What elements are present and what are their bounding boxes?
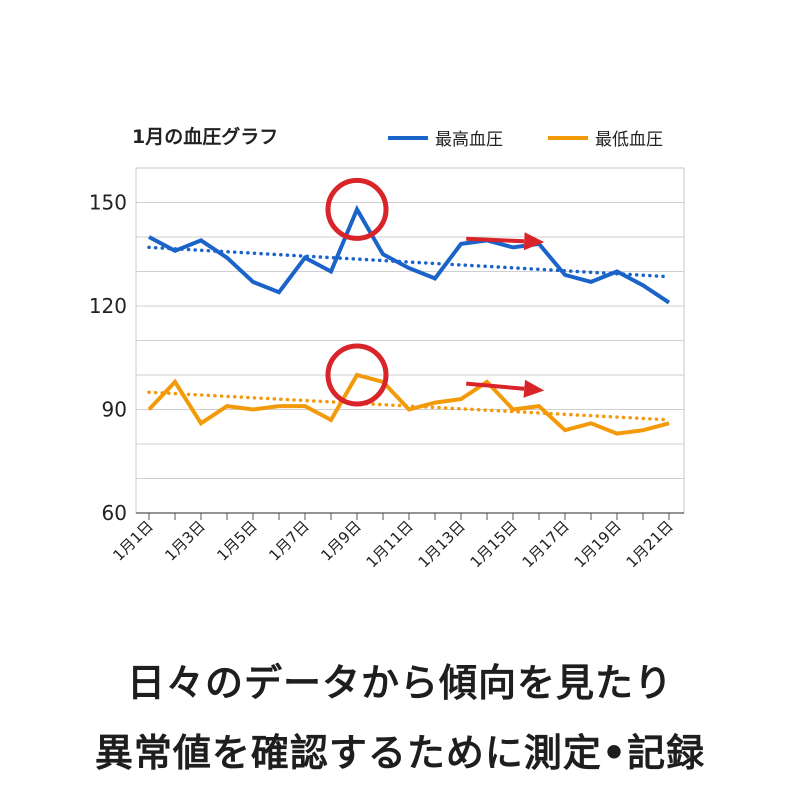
x-tick-label: 1月15日 — [467, 517, 521, 571]
series-lines — [147, 204, 671, 436]
annotations — [325, 177, 545, 407]
legend-label-systolic: 最高血圧 — [435, 130, 503, 150]
x-tick-label: 1月17日 — [519, 517, 573, 571]
trend-arrowhead-1 — [523, 379, 545, 398]
y-tick-label: 120 — [89, 294, 127, 318]
trend-arrow-0 — [466, 236, 525, 244]
x-tick-label: 1月7日 — [265, 517, 312, 564]
y-tick-label: 60 — [102, 501, 127, 525]
y-tick-label: 90 — [102, 398, 127, 422]
chart-title: 1月の血圧グラフ — [132, 125, 278, 148]
highlight-circle-0 — [325, 177, 389, 241]
x-tick-label: 1月19日 — [571, 517, 625, 571]
trendline-0 — [147, 245, 671, 279]
x-tick-label: 1月9日 — [317, 517, 364, 564]
caption-line-1: 日々のデータから傾向を見たり — [126, 661, 673, 705]
caption-line-2: 異常値を確認するために測定•記録 — [94, 731, 706, 775]
x-tick-label: 1月13日 — [415, 517, 469, 571]
trendlines — [147, 245, 671, 422]
x-tick-label: 1月5日 — [213, 517, 260, 564]
x-tick-label: 1月21日 — [623, 517, 677, 571]
blood-pressure-chart: 60 90 120 150 1月1日 1月3日 1月5日 1月7日 1月9日 1月11日 1月13日… — [89, 125, 685, 571]
y-tick-label: 150 — [89, 191, 127, 215]
trend-arrow-1 — [466, 381, 525, 391]
x-tick-label: 1月11日 — [363, 517, 417, 571]
trendline-1 — [147, 390, 671, 422]
legend-label-diastolic: 最低血圧 — [595, 130, 663, 150]
highlight-circle-1 — [325, 343, 389, 407]
series-line-0 — [148, 204, 671, 305]
legend: 最高血圧 最低血圧 — [388, 130, 663, 150]
trend-arrowhead-0 — [523, 232, 545, 251]
x-tick-label: 1月3日 — [161, 517, 208, 564]
series-line-1 — [147, 372, 670, 436]
